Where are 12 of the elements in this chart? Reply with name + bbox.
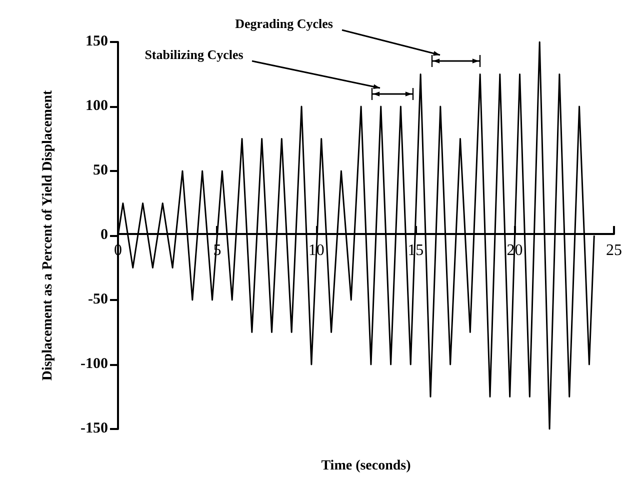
y-tick-label: -50 <box>88 291 108 308</box>
text: Degrading Cycles <box>235 16 333 31</box>
x-tick-label: 25 <box>606 242 622 260</box>
y-tick-label: 0 <box>100 226 108 243</box>
y-tick-label: -100 <box>80 356 108 372</box>
y-axis-title: Displacement as a Percent of Yield Displacement <box>40 90 56 381</box>
annotation: Stabilizing Cycles <box>144 46 244 62</box>
y-tick-label: 50 <box>93 162 108 178</box>
y-tick-label: -150 <box>80 420 108 436</box>
y-tick-label: 100 <box>86 98 108 114</box>
x-axis-title: Time (seconds) <box>321 458 412 474</box>
y-tick-label: 150 <box>86 33 108 50</box>
